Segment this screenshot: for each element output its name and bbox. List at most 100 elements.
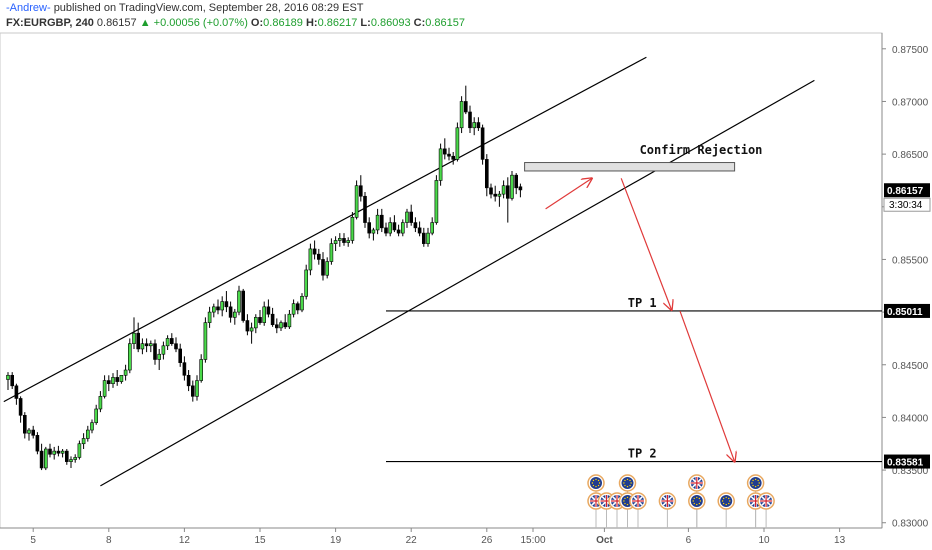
- eu-flag-star: [698, 497, 701, 500]
- candle-body: [115, 377, 119, 382]
- candle-body: [358, 185, 363, 197]
- candle-body: [119, 374, 124, 382]
- candle-body: [157, 353, 161, 360]
- eu-flag-star: [624, 479, 626, 482]
- eu-flag-star: [722, 497, 725, 500]
- candle-body: [493, 193, 498, 197]
- candle-body: [484, 159, 489, 189]
- candle-body: [501, 185, 506, 195]
- candle-body: [149, 343, 153, 347]
- candle-body: [312, 248, 317, 255]
- x-tick-label: 5: [30, 535, 36, 546]
- candle-body: [333, 240, 338, 244]
- candle-body: [73, 457, 77, 460]
- channel-lower-line: [100, 79, 815, 487]
- candle-body: [308, 248, 313, 271]
- x-tick-label: 22: [406, 535, 418, 546]
- eu-flag-star: [624, 502, 626, 505]
- candle-body: [270, 313, 275, 326]
- eu-flag-star: [696, 496, 698, 499]
- x-tick-label: Oct: [596, 535, 613, 546]
- candle-body: [379, 214, 384, 229]
- tp-level-price-label: 0.85011: [887, 307, 923, 318]
- candle-body: [165, 338, 170, 347]
- tp-level-price-tag: [884, 303, 930, 318]
- candle-body: [274, 324, 279, 329]
- open-label: O:: [250, 17, 264, 29]
- candle-body: [65, 450, 69, 462]
- candle-body: [371, 229, 376, 234]
- candle-body: [56, 450, 61, 454]
- eu-flag-star: [721, 500, 724, 502]
- last-price-value: 0.86157: [96, 17, 137, 29]
- candle-body: [237, 290, 241, 313]
- last-price-label: 0.86157: [887, 186, 924, 197]
- eu-flag-star: [758, 482, 760, 484]
- projection-arrow: [679, 310, 735, 462]
- author-link[interactable]: -Andrew-: [6, 2, 51, 14]
- close-value: 0.86157: [425, 17, 466, 29]
- candle-body: [128, 343, 132, 371]
- close-label: C:: [413, 17, 426, 29]
- candle-body: [161, 345, 166, 355]
- candle-body: [98, 396, 103, 410]
- candle-body: [279, 322, 283, 329]
- y-tick-label: 0.84000: [892, 413, 929, 424]
- candle-body: [337, 238, 342, 241]
- candle-body: [476, 122, 481, 129]
- candle-body: [27, 429, 31, 434]
- candle-body: [463, 101, 468, 113]
- candle-body: [123, 369, 128, 376]
- candle-body: [60, 450, 65, 454]
- candle-body: [102, 380, 107, 397]
- candle-body: [136, 332, 140, 350]
- eu-flag-star: [598, 482, 601, 484]
- symbol-label: FX:EURGBP, 240: [6, 17, 94, 29]
- eu-flag-star: [692, 500, 694, 502]
- annotation-label: TP 2: [628, 446, 657, 460]
- published-text: published on TradingView.com, September …: [53, 2, 364, 14]
- tp-level-price-label: 0.83581: [887, 458, 924, 469]
- low-value: 0.86093: [370, 17, 411, 29]
- candle-body: [228, 306, 233, 318]
- candle-body: [295, 303, 300, 311]
- eu-flag-star: [592, 479, 595, 482]
- eu-flag-star: [754, 485, 757, 488]
- last-price-tag: [884, 183, 930, 198]
- eu-flag-star: [752, 479, 754, 482]
- candle-body: [69, 459, 73, 462]
- rejection-zone-box[interactable]: [524, 162, 736, 172]
- candle-body: [153, 343, 157, 360]
- candle-body: [140, 343, 145, 350]
- candle-body: [413, 222, 418, 229]
- candle-body: [388, 222, 393, 234]
- eu-flag-star: [725, 503, 727, 506]
- high-label: H:: [305, 17, 318, 29]
- candle-body: [174, 343, 178, 350]
- eu-flag-star: [754, 478, 757, 481]
- candle-body: [266, 306, 271, 315]
- candle-body: [367, 222, 372, 234]
- candle-body: [18, 398, 23, 416]
- annotation-label: TP 1: [628, 296, 657, 310]
- x-tick-label: 10: [758, 535, 770, 546]
- eu-flag-star: [693, 502, 695, 505]
- eu-flag-star: [623, 500, 625, 502]
- candle-body: [220, 301, 224, 311]
- candle-body: [144, 343, 149, 347]
- y-tick-label: 0.84500: [892, 361, 929, 372]
- x-tick-label: 8: [106, 535, 112, 546]
- candle-body: [212, 306, 216, 313]
- eu-flag-star: [624, 497, 626, 500]
- open-value: 0.86189: [263, 17, 303, 29]
- candle-body: [31, 429, 36, 436]
- candle-body: [300, 295, 304, 311]
- candle-body: [287, 313, 292, 328]
- eu-flag-star: [699, 500, 702, 502]
- candle-body: [224, 301, 229, 308]
- channel-upper-line: [3, 56, 647, 403]
- eu-flag-star: [728, 502, 730, 505]
- candle-body: [203, 322, 208, 360]
- candle-body: [426, 232, 430, 244]
